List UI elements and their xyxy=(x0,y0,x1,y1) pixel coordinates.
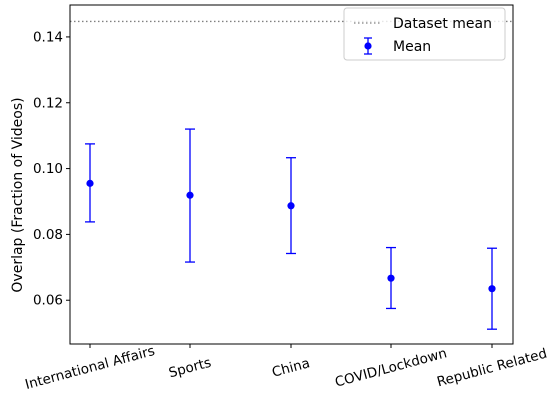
legend-mean-label: Mean xyxy=(393,39,431,55)
legend-frame xyxy=(343,7,506,61)
y-tick-label: 0.12 xyxy=(33,95,63,111)
x-tick-label: China xyxy=(270,355,311,380)
axes: 0.06 0.08 0.10 0.12 0.14 International Affair… xyxy=(23,4,549,393)
y-axis-label: Overlap (Fraction of Videos) xyxy=(10,97,26,292)
x-tick-label: International Affairs xyxy=(23,343,156,393)
plot-area xyxy=(70,20,513,330)
x-tick-label: Republic Related xyxy=(435,346,549,391)
errorbar-4 xyxy=(386,246,396,310)
x-tick-label: Sports xyxy=(167,355,213,382)
errorbar-1 xyxy=(85,143,95,223)
x-tick-label: COVID/Lockdown xyxy=(333,345,448,390)
legend: Dataset mean Mean xyxy=(343,7,506,61)
mean-point xyxy=(387,274,395,282)
legend-mean-swatch xyxy=(364,37,372,55)
mean-point xyxy=(186,191,194,199)
mean-point xyxy=(287,202,295,210)
errorbar-5 xyxy=(487,247,497,330)
y-tick-label: 0.06 xyxy=(33,293,63,309)
y-tick-label: 0.10 xyxy=(33,161,63,177)
legend-dataset-mean-label: Dataset mean xyxy=(393,16,492,32)
errorbar-2 xyxy=(185,128,195,263)
mean-point xyxy=(488,285,496,293)
mean-point xyxy=(86,179,94,187)
y-tick-label: 0.14 xyxy=(33,29,63,45)
y-tick-label: 0.08 xyxy=(33,227,63,243)
errorbar-3 xyxy=(286,157,296,255)
